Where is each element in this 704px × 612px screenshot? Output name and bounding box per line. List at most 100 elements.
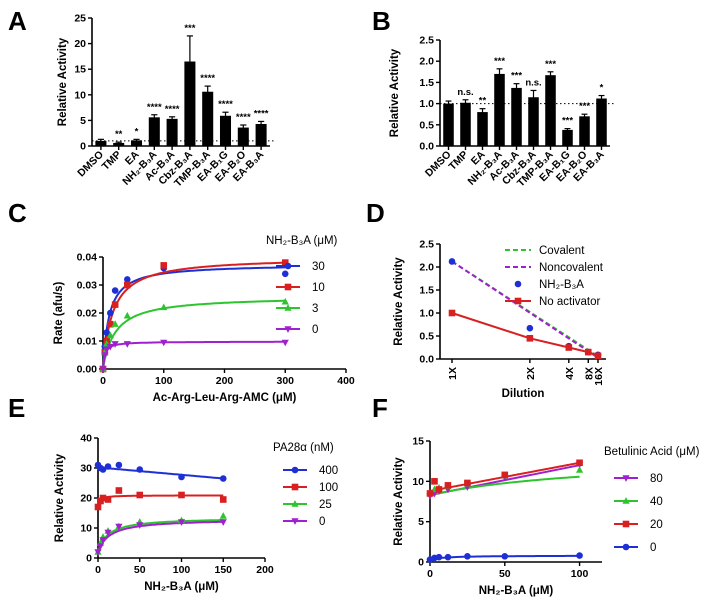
- panel-b-bar: [562, 129, 573, 146]
- panel-f-legend-swatch-marker: [622, 497, 630, 504]
- panel-d-data-point: [584, 348, 592, 356]
- panel-b-significance-label: **: [479, 96, 487, 107]
- panel-d-data-point: [594, 352, 602, 360]
- panel-c-fit-curve: [102, 261, 286, 370]
- panel-f-legend-label: 80: [650, 473, 663, 485]
- panel-b-bar: [511, 87, 522, 146]
- panel-c-y-tick-label: 0.00: [77, 364, 98, 376]
- panel-label-c: C: [8, 198, 27, 228]
- panel-e-data-point: [115, 487, 123, 494]
- panel-c-data-point: [106, 343, 114, 351]
- panel-e-y-tick-label: 30: [80, 463, 92, 475]
- panel-b-significance-label: ***: [562, 116, 573, 127]
- panel-a-significance-label: ***: [184, 23, 195, 34]
- panel-e-legend-swatch-marker: [291, 518, 299, 525]
- panel-c-data-point: [160, 303, 168, 311]
- panel-d-dashed-line: [451, 260, 599, 359]
- panel-c-data-point: [99, 366, 107, 373]
- panel-f-data-point: [575, 466, 584, 473]
- panel-c-legend-label: 3: [312, 303, 318, 315]
- panel-a-bar: [255, 123, 267, 146]
- panel-d-x-tick-label: 2X: [525, 367, 537, 380]
- panel-a-y-tick-label: 20: [74, 38, 86, 50]
- panel-label-b: B: [372, 6, 391, 36]
- panel-a-significance-label: ****: [200, 73, 215, 84]
- panel-c-legend-swatch-marker: [284, 283, 292, 291]
- panel-b-significance-label: ***: [545, 59, 556, 70]
- panel-e-legend-label: 25: [319, 499, 332, 511]
- panel-a-y-tick-label: 5: [80, 115, 86, 127]
- panel-b-y-tick-label: 2.5: [419, 35, 434, 47]
- panel-e-fit-curve: [97, 520, 224, 553]
- panel-e-x-tick-label: 100: [173, 564, 191, 576]
- panel-f-data-point: [464, 553, 471, 560]
- panel-e-data-point: [94, 503, 102, 511]
- panel-f-data-point: [444, 553, 452, 561]
- panel-f-y-tick-label: 5: [418, 516, 424, 528]
- panel-d-series-line: [451, 312, 599, 357]
- panel-c-data-point: [111, 320, 119, 327]
- panel-d-legend-label: No activator: [539, 296, 601, 308]
- panel-c-x-tick-label: 400: [337, 375, 355, 387]
- panel-e-data-point: [219, 475, 227, 482]
- panel-d-x-tick-label: 1X: [447, 367, 459, 380]
- panel-d-x-tick-label: 16X: [593, 367, 605, 386]
- panel-e-y-tick-label: 10: [80, 523, 92, 535]
- panel-a-bar: [148, 117, 160, 146]
- panel-b-y-axis-title: Relative Activity: [389, 48, 401, 137]
- panel-c-data-point: [106, 331, 114, 339]
- panel-b-bar: [494, 73, 505, 146]
- panel-c-data-point: [160, 339, 168, 347]
- panel-f-data-point: [431, 478, 438, 485]
- panel-d-legend-label: NH₂-B₃A: [539, 279, 584, 291]
- panel-c-data-point: [123, 311, 131, 319]
- panel-c-x-tick-label: 0: [100, 375, 106, 387]
- panel-c-legend-label: 10: [312, 282, 325, 294]
- panel-e-data-point: [178, 473, 185, 481]
- panel-b-y-tick-label: 0.5: [419, 119, 434, 131]
- panel-c-y-axis-title: Rate (afu/s): [53, 282, 65, 345]
- panel-c-fit-curve: [102, 299, 286, 370]
- panel-e-fit-curve: [97, 494, 224, 508]
- panel-e-data-point: [99, 466, 107, 473]
- panel-f-data-point: [576, 459, 583, 467]
- panel-e-data-point: [115, 461, 123, 469]
- panel-a-bar: [184, 61, 196, 146]
- panel-label-e: E: [8, 393, 25, 423]
- panel-label-d: D: [366, 198, 385, 228]
- panel-b-significance-label: ***: [494, 56, 505, 67]
- panel-c-x-axis-title: Ac-Arg-Leu-Arg-AMC (μM): [153, 392, 297, 404]
- panel-d-x-tick-label: 8X: [583, 367, 595, 380]
- panel-c-data-point: [281, 259, 289, 266]
- panel-b-bar: [579, 116, 590, 146]
- panel-f-chart: 0 5 10 15 Relative Activity 0 50 100 NH₂-B₃A (μM…: [393, 436, 700, 598]
- panel-c-data-point: [111, 341, 119, 348]
- panel-e-data-point: [219, 519, 227, 526]
- panel-d-x-tick-label: 4X: [564, 367, 576, 380]
- panel-b-y-tick-label: 2.0: [419, 56, 434, 68]
- panel-f-x-tick-label: 50: [499, 568, 511, 580]
- panel-e-legend-swatch-marker: [291, 483, 299, 491]
- panel-b-significance-label: ***: [579, 101, 590, 112]
- panel-e-data-point: [136, 466, 144, 473]
- panel-e-data-point: [136, 491, 144, 499]
- panel-e-x-tick-label: 200: [256, 564, 274, 576]
- panel-a-significance-label: ****: [236, 112, 251, 123]
- panel-f-data-point: [435, 486, 443, 493]
- panel-c-data-point: [281, 270, 289, 278]
- panel-d-data-point: [526, 335, 534, 342]
- panel-f-y-tick-label: 0: [418, 557, 424, 569]
- panel-d-legend-swatch-marker: [514, 297, 522, 305]
- panel-c-y-tick-label: 0.03: [77, 280, 98, 292]
- panel-a-significance-label: ****: [147, 102, 162, 113]
- panel-e-data-point: [99, 537, 107, 544]
- panel-c-data-point: [111, 301, 119, 308]
- panel-e-legend-swatch-marker: [291, 466, 299, 474]
- panel-b-significance-label: *: [600, 83, 604, 94]
- panel-a-bar: [202, 91, 214, 146]
- panel-d-y-tick-label: 0.5: [419, 331, 434, 343]
- panel-d-y-tick-label: 1.0: [419, 308, 434, 320]
- panel-f-legend-swatch-marker: [622, 520, 630, 528]
